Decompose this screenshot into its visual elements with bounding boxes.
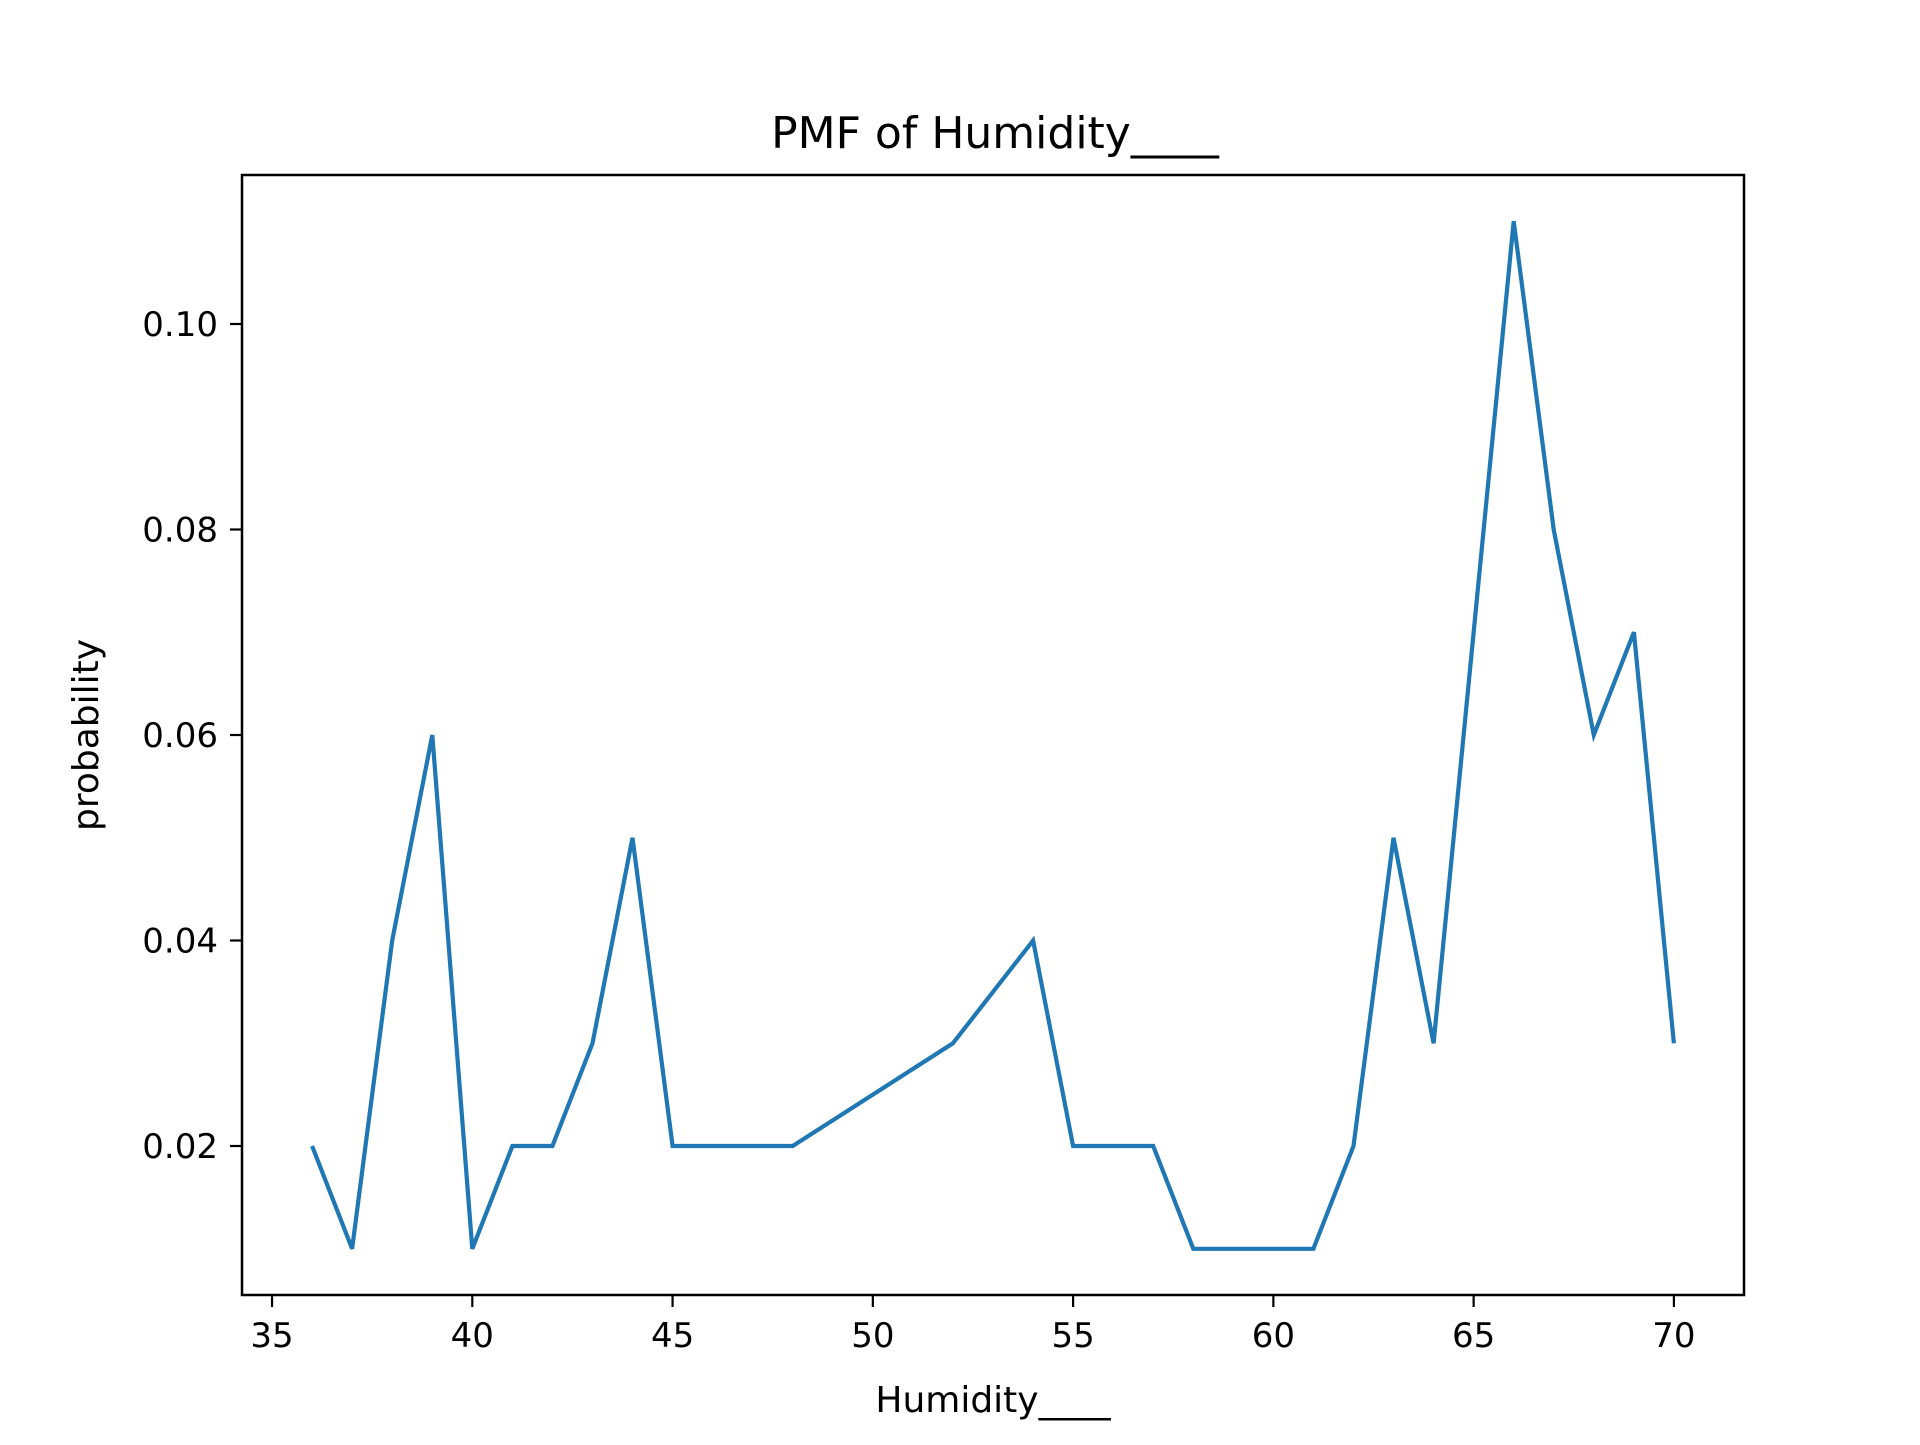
- chart-title: PMF of Humidity____: [771, 108, 1220, 159]
- x-tick-label: 60: [1252, 1316, 1295, 1356]
- y-tick-label: 0.04: [142, 922, 218, 962]
- y-tick-label: 0.10: [142, 305, 218, 345]
- series-line: [310, 220, 1676, 1251]
- x-tick-label: 40: [451, 1316, 494, 1356]
- x-tick-label: 55: [1051, 1316, 1094, 1356]
- x-tick-label: 65: [1452, 1316, 1495, 1356]
- x-tick-label: 70: [1652, 1316, 1695, 1356]
- plot-area: [310, 220, 1676, 1251]
- x-axis-label: Humidity____: [875, 1380, 1111, 1421]
- x-tick-label: 50: [851, 1316, 894, 1356]
- y-tick-label: 0.02: [142, 1127, 218, 1167]
- y-tick-label: 0.06: [142, 716, 218, 756]
- y-tick-label: 0.08: [142, 510, 218, 550]
- plot-frame: [240, 173, 1746, 1297]
- x-axis: 35 40 45 50 55 60 65 70: [250, 1295, 1696, 1356]
- x-tick-label: 45: [651, 1316, 694, 1356]
- y-axis: 0.02 0.04 0.06 0.08 0.10: [142, 305, 242, 1167]
- y-axis-label: probability: [66, 639, 107, 831]
- x-tick-label: 35: [250, 1316, 293, 1356]
